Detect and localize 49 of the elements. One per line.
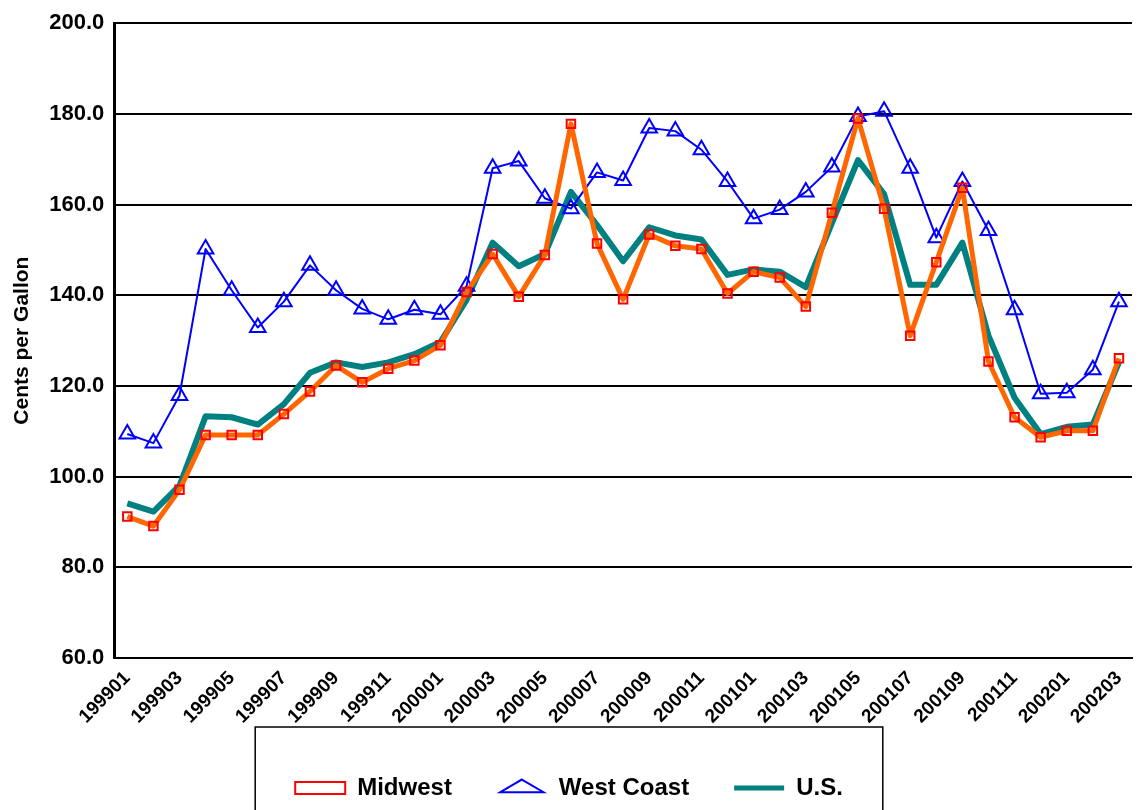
point [1084, 359, 1102, 376]
point [1110, 291, 1128, 308]
y-tick-label: 60.0 [61, 644, 105, 670]
point [901, 158, 919, 174]
point [196, 239, 215, 255]
y-tick-label: 200.0 [49, 9, 105, 35]
point [431, 304, 450, 320]
point [118, 424, 137, 440]
y-axis-title: Cents per Gallon [9, 256, 33, 425]
point [588, 162, 606, 178]
point [379, 309, 398, 325]
point [875, 101, 893, 117]
point [1005, 299, 1024, 316]
point [144, 433, 163, 449]
point [1031, 383, 1050, 400]
point [770, 199, 789, 216]
point [823, 156, 841, 173]
point [666, 121, 685, 137]
point [614, 170, 632, 187]
point [1057, 382, 1076, 399]
point [509, 151, 528, 167]
y-tick-label: 100.0 [49, 462, 105, 488]
point [718, 171, 737, 187]
y-tick-label: 80.0 [61, 553, 105, 579]
point [248, 317, 267, 333]
point [536, 188, 554, 204]
point [797, 181, 815, 198]
point [275, 291, 293, 308]
legend-label: West Coast [558, 772, 690, 800]
y-tick-label: 160.0 [49, 190, 105, 216]
point [301, 255, 319, 271]
point [405, 299, 424, 316]
y-tick-label: 140.0 [49, 281, 105, 307]
point [170, 385, 189, 401]
point [327, 280, 345, 296]
point [353, 298, 371, 315]
point [483, 158, 502, 174]
legend-label: Midwest [357, 772, 452, 800]
y-tick-label: 120.0 [49, 372, 105, 398]
point [979, 220, 998, 236]
point [562, 198, 580, 215]
legend-label: U.S. [796, 772, 843, 800]
point [640, 117, 659, 134]
point [744, 208, 763, 225]
point [692, 139, 711, 156]
point [953, 171, 972, 187]
y-tick-label: 180.0 [49, 99, 105, 125]
point [222, 280, 241, 296]
point [457, 276, 476, 292]
